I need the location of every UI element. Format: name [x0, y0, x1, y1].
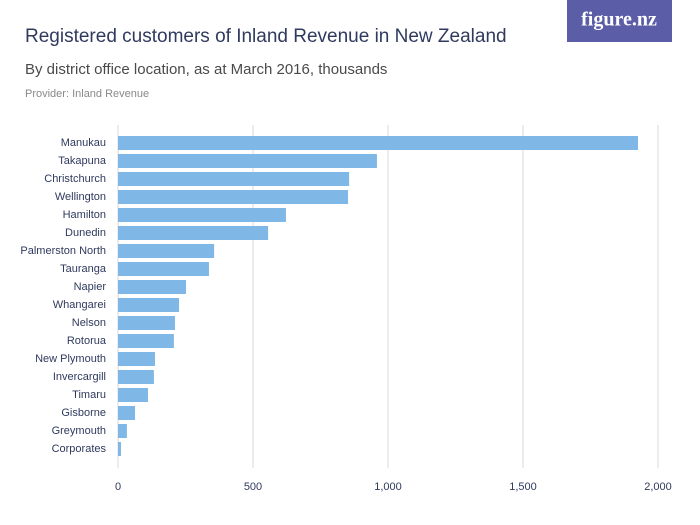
bar	[118, 352, 155, 366]
logo[interactable]: figure.nz	[581, 9, 657, 31]
y-tick-label: Invercargill	[53, 371, 106, 383]
y-tick-label: New Plymouth	[35, 353, 106, 365]
bar	[118, 388, 148, 402]
bar	[118, 262, 209, 276]
bar	[118, 316, 175, 330]
y-tick-label: Timaru	[72, 389, 106, 401]
y-tick-label: Hamilton	[63, 209, 106, 221]
bar	[118, 334, 174, 348]
bar	[118, 406, 136, 420]
y-tick-label: Corporates	[52, 443, 107, 455]
x-tick-label: 500	[244, 481, 262, 493]
y-tick-label: Manukau	[61, 137, 106, 149]
y-tick-label: Whangarei	[53, 299, 106, 311]
chart-subtitle: By district office location, as at March…	[25, 61, 387, 78]
bar	[118, 298, 180, 312]
bar	[118, 244, 215, 258]
x-tick-label: 1,500	[509, 481, 537, 493]
logo-box	[567, 0, 672, 42]
source: Provider: Inland Revenue	[25, 88, 149, 100]
bar	[118, 154, 377, 168]
y-tick-label: Wellington	[55, 191, 106, 203]
y-tick-label: Gisborne	[61, 407, 106, 419]
bar	[118, 442, 121, 456]
bar	[118, 190, 349, 204]
y-tick-label: Tauranga	[60, 263, 107, 275]
bar	[118, 136, 639, 150]
x-tick-label: 1,000	[374, 481, 402, 493]
x-tick-label: 2,000	[644, 481, 672, 493]
bar	[118, 172, 350, 186]
bar	[118, 424, 127, 438]
y-tick-label: Greymouth	[52, 425, 106, 437]
bar	[118, 226, 269, 240]
chart-title: Registered customers of Inland Revenue i…	[25, 26, 507, 47]
bar	[118, 280, 187, 294]
y-tick-label: Takapuna	[58, 155, 107, 167]
bar	[118, 208, 286, 222]
bar	[118, 370, 154, 384]
y-tick-label: Palmerston North	[20, 245, 106, 257]
x-tick-label: 0	[115, 481, 121, 493]
y-tick-label: Dunedin	[65, 227, 106, 239]
y-tick-label: Nelson	[72, 317, 106, 329]
y-tick-label: Napier	[74, 281, 107, 293]
y-tick-label: Rotorua	[67, 335, 107, 347]
y-tick-label: Christchurch	[44, 173, 106, 185]
